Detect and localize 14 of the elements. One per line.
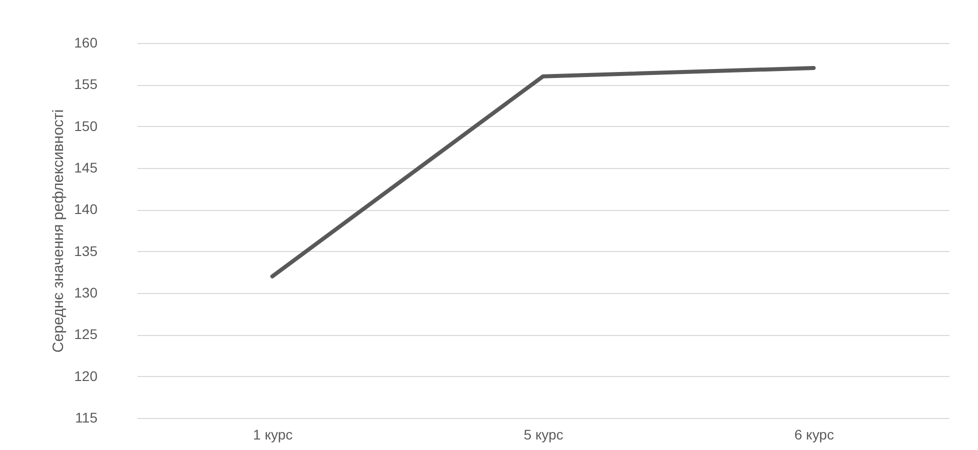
x-tick-label: 6 курс — [794, 426, 834, 442]
y-tick-label: 155 — [74, 76, 98, 92]
x-tick-label: 1 курс — [253, 426, 293, 442]
y-tick-label: 150 — [74, 118, 98, 134]
y-tick-label: 130 — [74, 284, 98, 300]
y-tick-label: 135 — [74, 242, 98, 259]
y-tick-label: 115 — [75, 410, 98, 426]
y-tick-label: 160 — [74, 34, 98, 50]
y-tick-label: 120 — [74, 368, 98, 384]
y-axis-title: Середнє значення рефлексивності — [50, 109, 68, 353]
y-tick-label: 125 — [74, 326, 98, 342]
x-tick-label: 5 курс — [524, 426, 564, 442]
y-tick-label: 140 — [74, 201, 98, 218]
y-tick-label: 145 — [74, 160, 98, 176]
